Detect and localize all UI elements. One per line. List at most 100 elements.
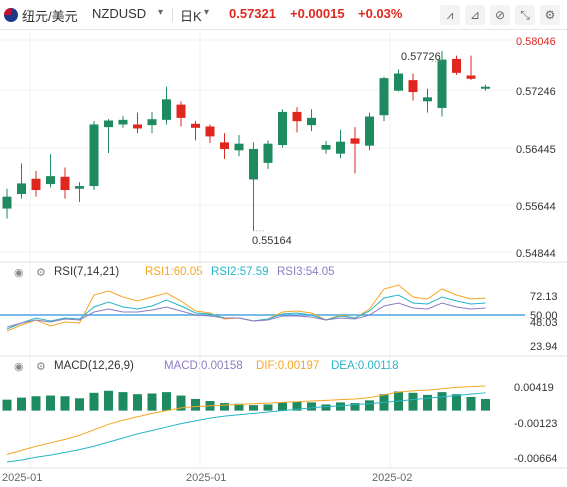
macd-bar bbox=[278, 402, 287, 411]
candle-body bbox=[452, 58, 461, 73]
indicator-tool-icon[interactable]: ⊘ bbox=[490, 5, 510, 25]
symbol-label[interactable]: NZDUSD bbox=[92, 6, 147, 21]
divider bbox=[172, 8, 173, 22]
macd-bar bbox=[75, 398, 84, 411]
price-tick: 0.56445 bbox=[516, 144, 556, 156]
macd-name: MACD(12,26,9) bbox=[54, 360, 134, 372]
candle-body bbox=[437, 59, 447, 108]
macd-bar bbox=[365, 400, 374, 411]
macd-bar bbox=[336, 402, 345, 411]
timeframe-select[interactable]: 日K bbox=[180, 9, 202, 24]
collapse-icon[interactable]: ⤡ bbox=[515, 5, 535, 25]
timeframe-dropdown-icon[interactable]: ▾ bbox=[204, 7, 210, 18]
candle-body bbox=[307, 117, 316, 126]
macd-tick: -0.00664 bbox=[514, 453, 557, 465]
macd-bar bbox=[307, 402, 316, 411]
price-change-percent: +0.03% bbox=[358, 6, 403, 21]
macd-bar bbox=[60, 396, 70, 411]
candle-body bbox=[104, 120, 113, 128]
dea-line bbox=[6, 392, 486, 463]
macd-bar bbox=[220, 403, 229, 411]
candle-body bbox=[2, 196, 12, 209]
candle-body bbox=[89, 124, 99, 187]
candle-body bbox=[481, 86, 490, 89]
macd-bar bbox=[89, 392, 99, 411]
x-tick: 2025-01 bbox=[186, 472, 226, 484]
eye-icon[interactable]: ◉ bbox=[14, 267, 24, 279]
nz-flag-icon bbox=[4, 8, 18, 22]
macd-bar bbox=[17, 397, 26, 411]
candle-body bbox=[408, 80, 418, 93]
candle-body bbox=[365, 116, 374, 146]
macd-bar bbox=[234, 403, 244, 411]
candle-body bbox=[321, 145, 331, 150]
price-change: +0.00015 bbox=[290, 6, 345, 21]
candle-body bbox=[350, 138, 360, 144]
rsi2-line bbox=[6, 294, 486, 330]
candle-body bbox=[278, 111, 287, 146]
line-tool-icon[interactable]: ⩘ bbox=[440, 5, 460, 25]
x-tick: 2025-02 bbox=[372, 472, 412, 484]
rsi-tick: 48.03 bbox=[530, 317, 558, 329]
candle-body bbox=[234, 143, 244, 151]
rsi-tick: 72.13 bbox=[530, 291, 558, 303]
candle-body bbox=[379, 78, 389, 116]
candle-body bbox=[336, 141, 345, 154]
candle-body bbox=[75, 186, 84, 189]
rsi1-value: RSI1:60.05 bbox=[145, 266, 203, 278]
macd-bar bbox=[263, 404, 273, 411]
candle-body bbox=[263, 143, 273, 163]
candle-body bbox=[394, 73, 403, 91]
macd-bar bbox=[321, 404, 331, 411]
macd-bar bbox=[437, 392, 447, 411]
price-tick: 0.57246 bbox=[516, 86, 556, 98]
price-tick: 0.58046 bbox=[516, 36, 556, 48]
settings-icon[interactable]: ⚙ bbox=[540, 5, 560, 25]
macd-bar bbox=[350, 403, 360, 411]
candle-body bbox=[31, 178, 41, 191]
rsi3-line bbox=[6, 302, 486, 328]
header-bar: 纽元/美元 NZDUSD ▾ 日K ▾ 0.57321 +0.00015 +0.… bbox=[0, 0, 567, 30]
candle-body bbox=[176, 104, 186, 118]
macd-tick: -0.00123 bbox=[514, 418, 557, 430]
candle-body bbox=[118, 119, 128, 125]
candle-body bbox=[205, 126, 215, 137]
macd-bar bbox=[481, 398, 490, 411]
candle-body bbox=[466, 75, 476, 79]
price-tick: 0.54844 bbox=[516, 248, 556, 260]
macd-bar bbox=[118, 392, 128, 411]
rsi3-value: RSI3:54.05 bbox=[277, 266, 335, 278]
macd-bar bbox=[147, 393, 157, 411]
candle-body bbox=[46, 176, 55, 185]
dif-line bbox=[6, 385, 486, 455]
macd-bar bbox=[292, 401, 302, 411]
macd-bar bbox=[408, 392, 418, 411]
candle-body bbox=[162, 99, 171, 120]
rsi-tick: 50.00 bbox=[530, 310, 558, 322]
macd-bar bbox=[249, 405, 258, 411]
eye-icon[interactable]: ◉ bbox=[14, 361, 24, 373]
settings-icon[interactable]: ⚙ bbox=[36, 361, 46, 373]
symbol-dropdown-icon[interactable]: ▾ bbox=[158, 7, 164, 18]
dif-value: DIF:0.00197 bbox=[256, 360, 320, 372]
macd-bar bbox=[2, 399, 12, 411]
candle-body bbox=[17, 183, 26, 195]
candle-body bbox=[249, 148, 258, 180]
macd-bar bbox=[104, 390, 113, 411]
macd-bar bbox=[162, 392, 171, 411]
candle-body bbox=[147, 119, 157, 126]
candle-body bbox=[191, 123, 200, 128]
low-marker-label: 0.55164 bbox=[252, 235, 292, 247]
macd-tick: 0.00419 bbox=[514, 382, 554, 394]
macd-bar bbox=[31, 396, 41, 411]
dea-value: DEA:0.00118 bbox=[331, 360, 399, 372]
current-price: 0.57321 bbox=[229, 6, 276, 21]
candle-body bbox=[220, 142, 229, 149]
settings-icon[interactable]: ⚙ bbox=[36, 267, 46, 279]
macd-bar bbox=[466, 396, 476, 411]
rsi2-value: RSI2:57.59 bbox=[211, 266, 269, 278]
x-tick: 2025-01 bbox=[2, 472, 42, 484]
draw-tool-icon[interactable]: ⊿ bbox=[465, 5, 485, 25]
candle-body bbox=[292, 111, 302, 122]
